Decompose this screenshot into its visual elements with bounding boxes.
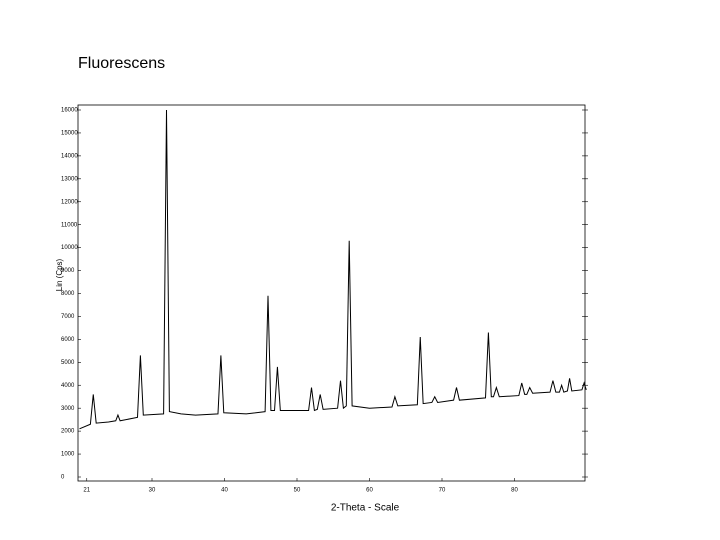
y-tick-label: 3000 [61,406,75,412]
y-tick-label: 6000 [61,337,75,343]
y-tick-label: 7000 [61,314,75,320]
x-tick-label: 80 [511,488,518,494]
y-tick-label: 16000 [61,108,78,114]
y-tick-label: 12000 [61,199,78,205]
y-axis-label: Lin (Cps) [55,258,64,291]
plot-frame [77,104,586,482]
y-tick-label: 1000 [61,452,75,458]
x-axis-label: 2-Theta - Scale [331,503,400,514]
x-tick-label: 30 [149,488,156,494]
y-tick-label: 10000 [61,245,78,251]
y-tick-label: 8000 [61,291,75,297]
x-tick-label: 21 [83,488,90,494]
y-tick-label: 2000 [61,429,75,435]
y-tick-label: 14000 [61,153,78,159]
y-tick-label: 0 [61,475,65,481]
x-tick-label: 50 [294,488,301,494]
x-tick-label: 40 [221,488,228,494]
x-tick-label: 70 [439,488,446,494]
chart-title: Fluorescens [78,55,165,72]
y-tick-label: 5000 [61,360,75,366]
data-line [79,109,587,430]
y-tick-label: 11000 [61,222,78,228]
x-tick-label: 60 [366,488,373,494]
y-tick-label: 4000 [61,383,75,389]
y-tick-label: 13000 [61,176,78,182]
y-tick-label: 9000 [61,268,75,274]
y-tick-label: 15000 [61,131,78,137]
